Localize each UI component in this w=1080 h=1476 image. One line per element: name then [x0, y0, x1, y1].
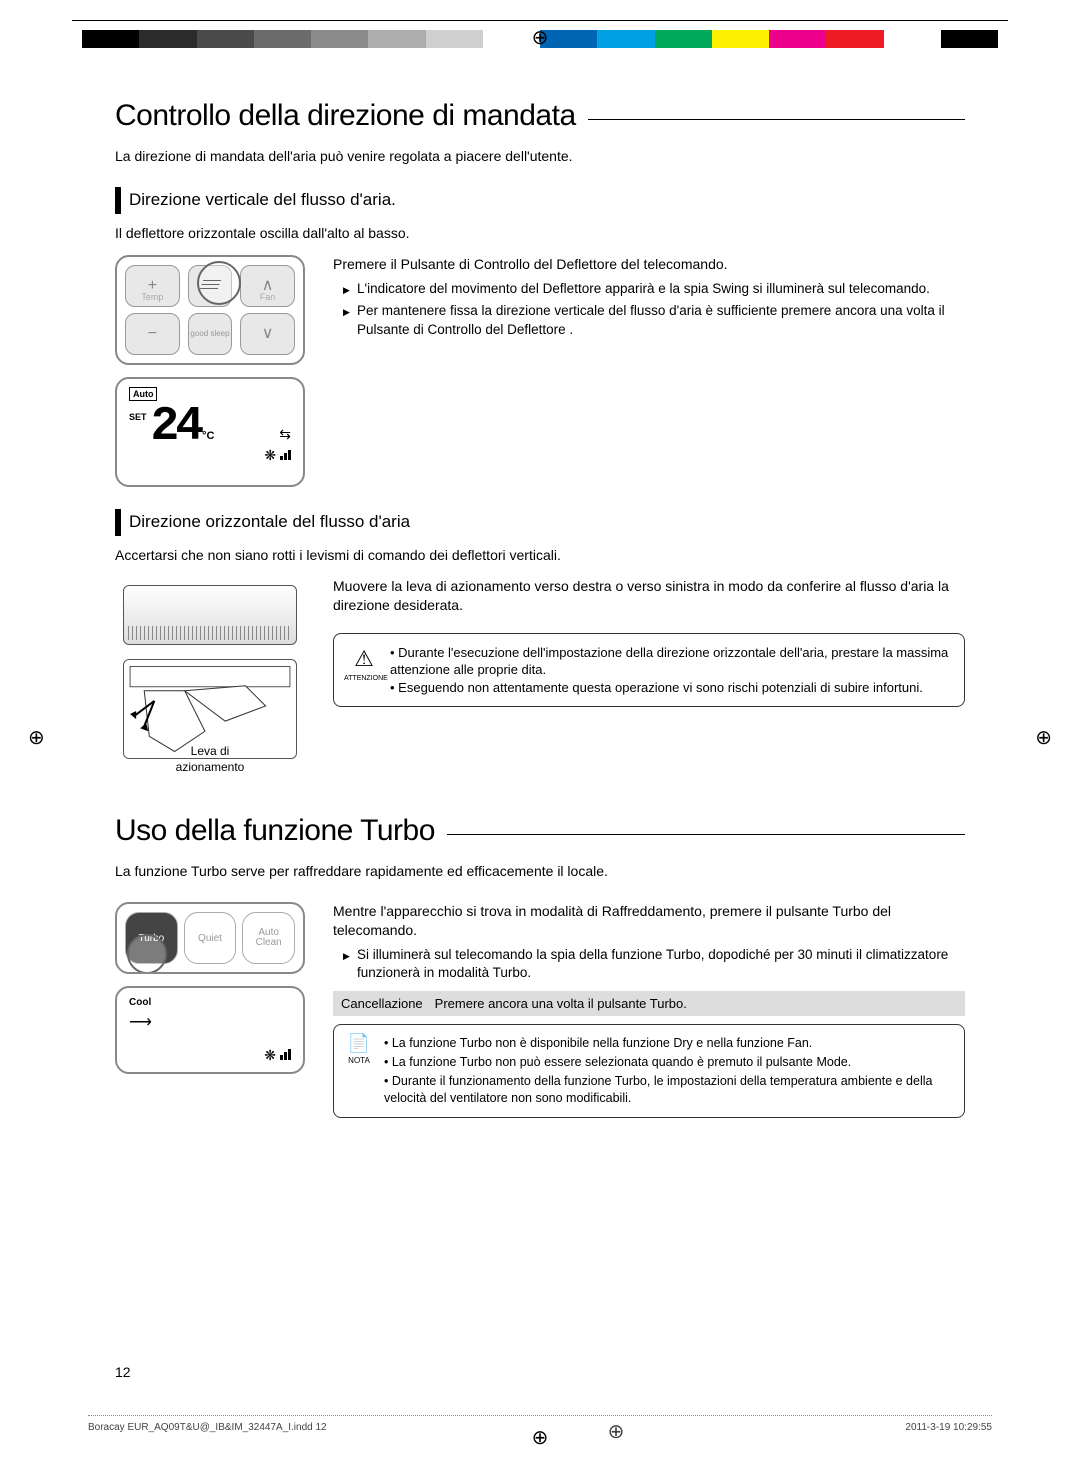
subhead-bar [115, 187, 121, 214]
temp-down-button: − [125, 313, 180, 355]
cancel-row: Cancellazione Premere ancora una volta i… [333, 991, 965, 1017]
color-swatch [769, 30, 826, 48]
heading-turbo-text: Uso della funzione Turbo [115, 811, 435, 852]
lcd-display-2: Cool ⟶ ❋ [115, 986, 305, 1074]
color-swatch [826, 30, 883, 48]
body-vertical: Il deflettore orizzontale oscilla dall'a… [115, 224, 965, 243]
intro-direction: La direzione di mandata dell'aria può ve… [115, 147, 965, 166]
heading-rule [447, 834, 965, 835]
ac-body-icon [123, 585, 297, 645]
color-swatch [254, 30, 311, 48]
color-swatch [540, 30, 597, 48]
page-number: 12 [115, 1363, 131, 1382]
remote-illustration-2: Turbo Quiet Auto Clean [115, 902, 305, 974]
heading-direction-control-text: Controllo della direzione di mandata [115, 96, 576, 137]
color-swatch [82, 30, 139, 48]
caution-item-1: Durante l'esecuzione dell'impostazione d… [390, 644, 952, 679]
heading-direction-control: Controllo della direzione di mandata [115, 96, 965, 137]
registration-mark-left: ⊕ [28, 728, 45, 748]
note-icon: 📄 NOTA [342, 1031, 376, 1066]
lever-caption: Leva di azionamento [115, 743, 305, 775]
swing-status-icon: ⇆ [279, 425, 291, 444]
fan-icon: ❋ [264, 1046, 276, 1065]
subhead-vertical-text: Direzione verticale del flusso d'aria. [129, 187, 396, 214]
page-content: Controllo della direzione di mandata La … [115, 96, 965, 1380]
color-swatch [139, 30, 196, 48]
caution-item-2: Eseguendo non attentamente questa operaz… [390, 679, 952, 697]
subhead-horizontal-text: Direzione orizzontale del flusso d'aria [129, 509, 410, 536]
remote-illustration-1: +Temp ∧Fan − good sleep ∨ [115, 255, 305, 365]
note-item-2: La funzione Turbo non può essere selezio… [384, 1054, 952, 1071]
step3-title: Mentre l'apparecchio si trova in modalit… [333, 902, 965, 940]
color-swatch [368, 30, 425, 48]
lcd-display-1: Auto SET 24 °C ⇆ ❋ [115, 377, 305, 487]
touch-indicator-icon [127, 934, 167, 974]
fan-speed-icon: ❋ [264, 446, 291, 465]
autoclean-button: Auto Clean [242, 912, 295, 964]
note-callout: 📄 NOTA La funzione Turbo non è disponibi… [333, 1024, 965, 1118]
color-swatch [655, 30, 712, 48]
turbo-flow-icon: ⟶ [129, 1012, 291, 1034]
fan-down-button: ∨ [240, 313, 295, 355]
step2-text: Muovere la leva di azionamento verso des… [333, 577, 965, 615]
registration-mark-top: ⊕ [532, 28, 549, 48]
step1-title: Premere il Pulsante di Controllo del Def… [333, 255, 965, 274]
temp-up-button: +Temp [125, 265, 180, 307]
print-footer: Boracay EUR_AQ09T&U@_IB&IM_32447A_I.indd… [88, 1415, 992, 1442]
step3-bullet-1: Si illuminerà sul telecomando la spia de… [347, 946, 965, 982]
color-swatch [597, 30, 654, 48]
heading-rule [588, 119, 965, 120]
color-swatch [884, 30, 941, 48]
good-sleep-button: good sleep [188, 313, 232, 355]
caution-icon: ⚠ ATTENZIONE [344, 644, 384, 683]
lcd-auto-badge: Auto [129, 387, 157, 401]
step1-bullets: L'indicatore del movimento del Deflettor… [333, 280, 965, 339]
intro-turbo: La funzione Turbo serve per raffreddare … [115, 862, 965, 881]
color-swatch [197, 30, 254, 48]
quiet-button: Quiet [184, 912, 237, 964]
cancel-label: Cancellazione [341, 995, 423, 1013]
subhead-vertical: Direzione verticale del flusso d'aria. [115, 187, 965, 214]
subhead-bar [115, 509, 121, 536]
fan-bars-icon [280, 1049, 291, 1060]
registration-mark-right: ⊕ [1035, 728, 1052, 748]
color-swatch [426, 30, 483, 48]
color-swatch [941, 30, 998, 48]
cancel-text: Premere ancora una volta il pulsante Tur… [435, 995, 687, 1013]
color-swatch [311, 30, 368, 48]
caution-callout: ⚠ ATTENZIONE Durante l'esecuzione dell'i… [333, 633, 965, 708]
footer-date: 2011-3-19 10:29:55 [905, 1422, 992, 1442]
footer-file: Boracay EUR_AQ09T&U@_IB&IM_32447A_I.indd… [88, 1422, 327, 1442]
note-item-1: La funzione Turbo non è disponibile nell… [384, 1035, 952, 1052]
heading-turbo: Uso della funzione Turbo [115, 811, 965, 852]
registration-mark-footer: ⊕ [608, 1422, 625, 1442]
lcd-cool-label: Cool [129, 996, 291, 1010]
note-item-3: Durante il funzionamento della funzione … [384, 1073, 952, 1107]
subhead-horizontal: Direzione orizzontale del flusso d'aria [115, 509, 965, 536]
color-swatch [712, 30, 769, 48]
body-horizontal: Accertarsi che non siano rotti i levismi… [115, 546, 965, 565]
lcd-temp-value: 24 [151, 403, 201, 451]
step3-bullets: Si illuminerà sul telecomando la spia de… [333, 946, 965, 982]
touch-indicator-icon [197, 261, 241, 305]
lcd-degree: °C [202, 429, 214, 444]
ac-unit-illustration: Leva di azionamento [115, 577, 305, 777]
step1-bullet-1: L'indicatore del movimento del Deflettor… [347, 280, 965, 298]
lcd-set-label: SET [129, 411, 147, 423]
step1-bullet-2: Per mantenere fissa la direzione vertica… [347, 302, 965, 338]
fan-up-button: ∧Fan [240, 265, 295, 307]
